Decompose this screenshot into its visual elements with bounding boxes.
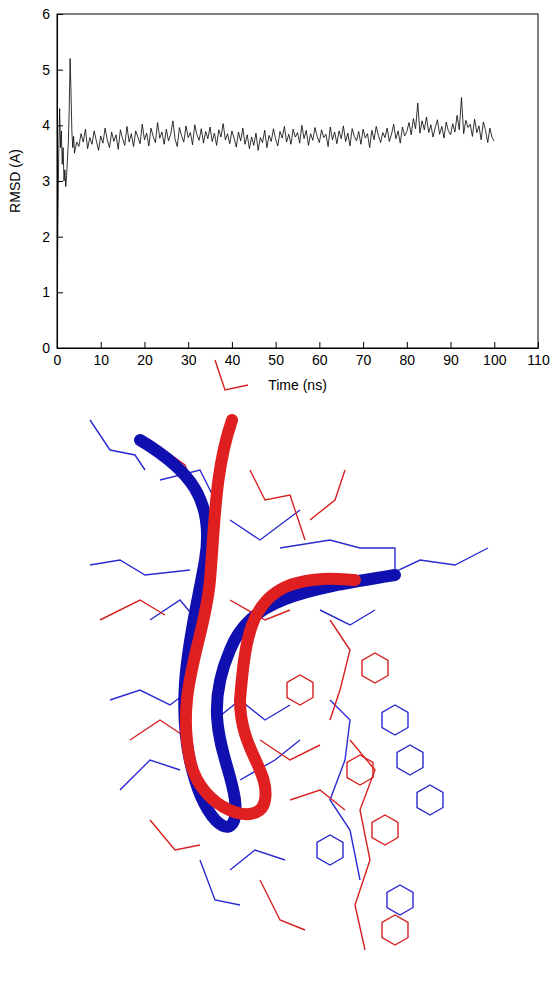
y-axis: 0 1 2 3 4 5 6 [42,6,63,356]
stick-red [290,790,345,810]
figure: 0 10 20 30 40 50 60 70 80 90 100 110 0 1 2 3 4 5 6 Time (ns… [0,0,560,982]
x-axis-tick: 40 [225,342,241,368]
x-axis-tick: 110 [527,342,550,368]
y-axis-title: RMSD (A) [7,149,23,213]
y-axis-tick-mark [57,14,63,15]
y-axis-tick: 5 [42,62,63,78]
x-axis-tick-mark [494,342,495,348]
y-axis-tick-mark [57,125,63,126]
x-axis: 0 10 20 30 40 50 60 70 80 90 100 110 [54,342,550,368]
x-axis-tick: 10 [93,342,109,368]
aromatic-ring [382,705,408,735]
y-axis-tick-label: 1 [42,284,50,300]
y-axis-tick: 1 [42,284,63,300]
stick-red [150,820,200,850]
stick-blue [330,700,360,880]
y-axis-tick-label: 5 [42,62,50,78]
stick-red [260,740,320,760]
x-axis-tick-mark [407,342,408,348]
y-axis-tick-mark [57,181,63,182]
x-axis-tick: 30 [181,342,197,368]
stick-red [100,600,165,620]
y-axis-tick: 3 [42,173,63,189]
y-axis-tick-mark [57,70,63,71]
y-axis-tick: 6 [42,6,63,22]
aromatic-ring [317,835,343,865]
x-axis-tick: 60 [312,342,328,368]
aromatic-ring [387,885,413,915]
x-axis-tick: 20 [137,342,153,368]
x-axis-tick-mark [276,342,277,348]
stick-red [215,360,248,390]
backbone-red [186,420,355,814]
x-axis-tick-label: 10 [93,352,109,368]
stick-red [310,470,345,520]
x-axis-tick-label: 40 [225,352,241,368]
x-axis-tick-label: 110 [527,352,550,368]
stick-blue [215,700,290,720]
stick-blue [120,760,180,790]
x-axis-tick-label: 80 [400,352,416,368]
aromatic-ring [362,653,388,683]
stick-blue [230,510,300,540]
y-axis-tick-label: 6 [42,6,50,22]
y-axis-tick-mark [57,292,63,293]
x-axis-tick-label: 50 [268,352,284,368]
y-axis-tick-label: 2 [42,229,50,245]
x-axis-tick-label: 30 [181,352,197,368]
stick-red [250,470,305,540]
y-axis-tick: 0 [42,340,63,356]
backbone-blue [140,440,395,827]
stick-blue [90,560,190,575]
aromatic-ring [372,815,398,845]
y-axis-tick-label: 3 [42,173,50,189]
stick-blue [280,540,488,572]
stick-red [350,740,375,950]
y-axis-tick-mark [57,348,63,349]
x-axis-tick-mark [451,342,452,348]
x-axis-tick-label: 0 [54,352,62,368]
x-axis-tick-mark [232,342,233,348]
x-axis-line [58,348,539,349]
plot-frame [57,14,538,348]
y-axis-tick: 2 [42,229,63,245]
x-axis-tick-mark [188,342,189,348]
aromatic-ring [397,745,423,775]
x-axis-tick: 80 [400,342,416,368]
stick-red [260,880,305,930]
x-axis-tick: 70 [356,342,372,368]
aromatic-ring [417,785,443,815]
x-axis-tick-label: 20 [137,352,153,368]
aromatic-ring [347,755,373,785]
x-axis-tick: 50 [268,342,284,368]
x-axis-tick-mark [363,342,364,348]
stick-red [330,620,350,720]
rmsd-line [57,59,494,348]
y-axis-tick-mark [57,237,63,238]
x-axis-tick: 90 [443,342,459,368]
structure-overlay [90,360,488,950]
y-axis-tick-label: 4 [42,117,50,133]
x-axis-tick-label: 70 [356,352,372,368]
x-axis-tick-mark [319,342,320,348]
x-axis-tick: 100 [483,342,507,368]
stick-blue [320,610,375,625]
x-axis-tick-label: 60 [312,352,328,368]
y-axis-tick-label: 0 [42,340,50,356]
plot-area [57,59,494,348]
aromatic-ring [287,675,313,705]
x-axis-tick-mark [101,342,102,348]
stick-blue [110,690,190,705]
x-axis-tick-label: 90 [443,352,459,368]
x-axis-tick-mark [144,342,145,348]
aromatic-ring [382,915,408,945]
x-axis-title: Time (ns) [268,377,327,393]
x-axis-tick-label: 100 [483,352,507,368]
stick-blue [230,850,285,870]
x-axis-tick-mark [538,342,539,348]
y-axis-tick: 4 [42,117,63,133]
